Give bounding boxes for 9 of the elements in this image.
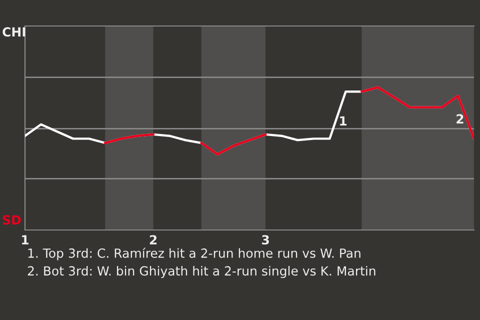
x-tick-label: 1 — [22, 235, 28, 244]
text: CHI — [2, 27, 26, 37]
x-tick-label: 3 — [262, 235, 269, 245]
text: 2. Bot 3rd: W. bin Ghiyath hit a 2-run single vs K. Martin — [28, 266, 376, 278]
annotation: 1 — [340, 116, 346, 126]
text: SD — [2, 215, 21, 225]
annotation: 2 — [456, 114, 464, 124]
x-tick-label: 2 — [150, 235, 157, 244]
text: 1. Top 3rd: C. Ramírez hit a 2-run home run vs W. Pan — [28, 248, 360, 260]
